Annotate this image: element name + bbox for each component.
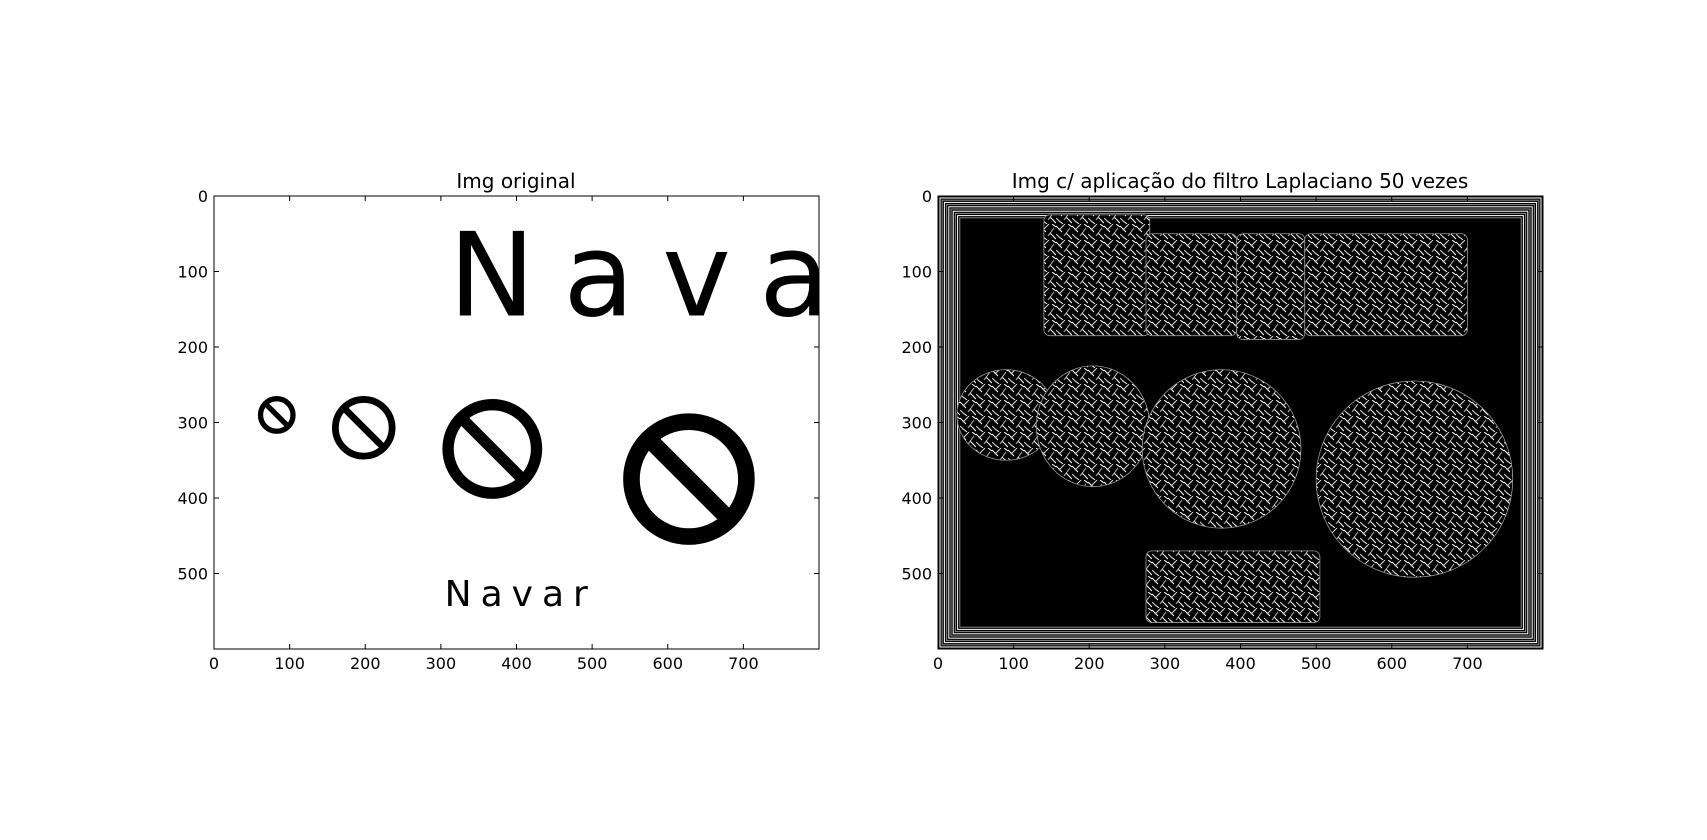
x-tick-label: 400 <box>1225 654 1256 673</box>
image-text-small: Navar <box>445 574 597 615</box>
no-sign-bar <box>457 413 528 485</box>
y-tick-label: 400 <box>901 489 932 508</box>
border-line <box>948 206 1533 639</box>
y-tick-label: 0 <box>198 187 208 206</box>
image-laplacian <box>938 196 1543 649</box>
subplot-original: Navar Navar 0 100 200 300 400 500 600 700 0 100 200… <box>177 169 933 673</box>
x-tick-label: 400 <box>501 654 532 673</box>
border-line <box>952 210 1529 635</box>
x-tick-label: 200 <box>1074 654 1105 673</box>
y-tick-label: 200 <box>901 338 932 357</box>
y-tick-label: 100 <box>901 263 932 282</box>
noise-region <box>1145 233 1238 337</box>
border-line <box>954 212 1527 633</box>
border-line <box>943 201 1538 644</box>
no-sign-bar <box>341 405 387 451</box>
noise-region <box>1315 380 1514 578</box>
no-sign-ring <box>442 399 543 499</box>
x-tick-label: 100 <box>274 654 305 673</box>
x-tick-label: 100 <box>998 654 1029 673</box>
y-tick-label: 300 <box>177 414 208 433</box>
x-tick-label: 0 <box>209 654 219 673</box>
no-sign-ring <box>623 413 755 545</box>
image-text-large: Navar <box>448 208 933 343</box>
y-tick-label: 500 <box>901 565 932 584</box>
no-sign-bar <box>642 432 736 526</box>
noise-region <box>1141 369 1302 529</box>
x-tick-label: 300 <box>1150 654 1181 673</box>
no-sign-ring <box>331 396 396 460</box>
y-tick-label: 200 <box>177 338 208 357</box>
x-tick-label: 500 <box>1301 654 1332 673</box>
x-tick-label: 700 <box>1452 654 1483 673</box>
ticks-laplacian: 0 100 200 300 400 500 600 700 0 100 200 300 400 500 <box>901 187 1543 673</box>
no-sign-ring <box>257 396 296 434</box>
noise-region <box>1304 233 1468 337</box>
noise-region <box>1043 214 1151 337</box>
border-artifact <box>939 197 1542 648</box>
y-tick-label: 100 <box>177 263 208 282</box>
chart-title-laplacian: Img c/ aplicação do filtro Laplaciano 50… <box>1012 169 1469 193</box>
x-tick-label: 700 <box>728 654 759 673</box>
x-tick-label: 600 <box>1376 654 1407 673</box>
y-tick-label: 0 <box>922 187 932 206</box>
y-tick-label: 400 <box>177 489 208 508</box>
noise-region <box>1035 365 1151 488</box>
border-line <box>950 208 1531 637</box>
subplot-laplacian: 0 100 200 300 400 500 600 700 0 100 200 300 400 500 I… <box>901 169 1544 673</box>
chart-title-original: Img original <box>456 169 575 193</box>
x-tick-label: 200 <box>350 654 381 673</box>
no-sign-bar <box>263 401 291 429</box>
image-original: Navar Navar <box>214 196 933 649</box>
border-line <box>946 204 1535 641</box>
y-tick-label: 300 <box>901 414 932 433</box>
y-tick-label: 500 <box>177 565 208 584</box>
ticks-original: 0 100 200 300 400 500 600 700 0 100 200 300 400 500 <box>177 187 819 673</box>
noise-region <box>1236 233 1306 340</box>
noise-region <box>1145 550 1321 623</box>
x-tick-label: 300 <box>426 654 457 673</box>
x-tick-label: 600 <box>652 654 683 673</box>
x-tick-label: 500 <box>577 654 608 673</box>
x-tick-label: 0 <box>933 654 943 673</box>
